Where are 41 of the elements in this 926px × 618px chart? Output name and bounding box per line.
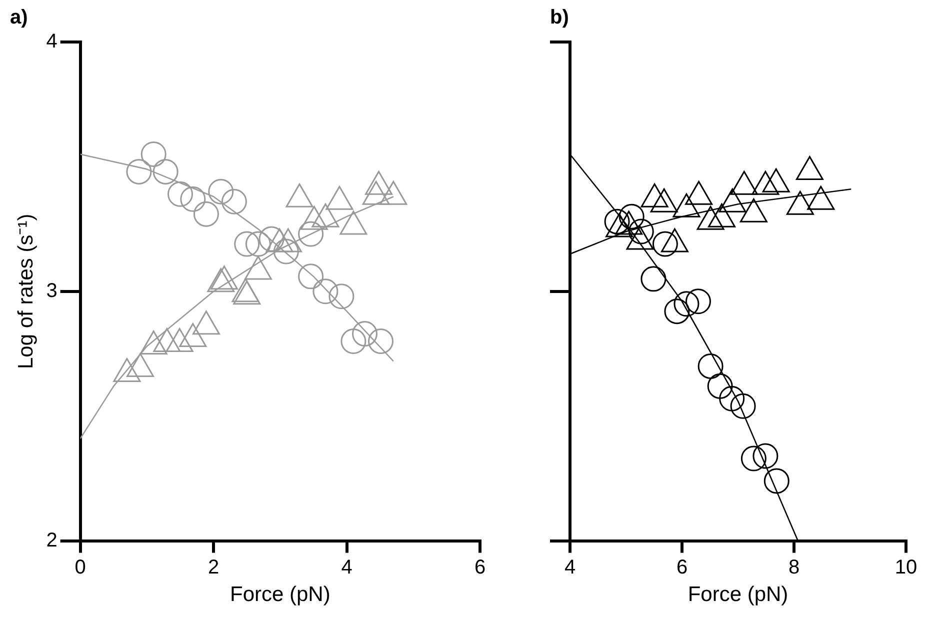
point [685, 180, 713, 205]
x-tick-label: 10 [894, 556, 918, 578]
point [762, 168, 790, 192]
point [796, 156, 824, 180]
point [807, 186, 835, 210]
point [764, 468, 790, 494]
point [672, 193, 700, 218]
x-tick-label: 0 [74, 556, 86, 578]
x-tick-label: 6 [474, 556, 486, 578]
y-tick-label: 2 [46, 529, 58, 552]
point [606, 213, 634, 238]
point [718, 188, 746, 212]
x-axis-title: Force (pN) [688, 583, 788, 606]
x-tick-label: 4 [341, 556, 352, 578]
x-tick-label: 4 [564, 556, 576, 578]
point [660, 228, 688, 252]
point [698, 353, 724, 379]
point [708, 203, 736, 228]
point [740, 198, 768, 222]
point [696, 206, 724, 230]
point [730, 170, 758, 195]
point [740, 446, 766, 472]
x-tick-label: 6 [676, 556, 688, 578]
point [752, 443, 778, 469]
point [640, 183, 668, 208]
point [752, 170, 780, 195]
x-axis-title: Force (pN) [230, 583, 330, 606]
point [730, 393, 756, 419]
x-tick-label: 2 [208, 556, 220, 578]
chart-title: a) [10, 6, 28, 29]
point [650, 188, 678, 212]
point [719, 386, 745, 412]
y-tick-label: 3 [46, 280, 58, 302]
x-tick-label: 8 [788, 556, 800, 578]
point [786, 190, 814, 215]
chart-title: b) [550, 6, 569, 29]
point [615, 210, 643, 235]
point [626, 226, 654, 250]
y-axis-title: Log of rates (s⁻¹) [14, 214, 38, 370]
y-tick-label: 4 [46, 30, 58, 53]
point [707, 373, 733, 399]
